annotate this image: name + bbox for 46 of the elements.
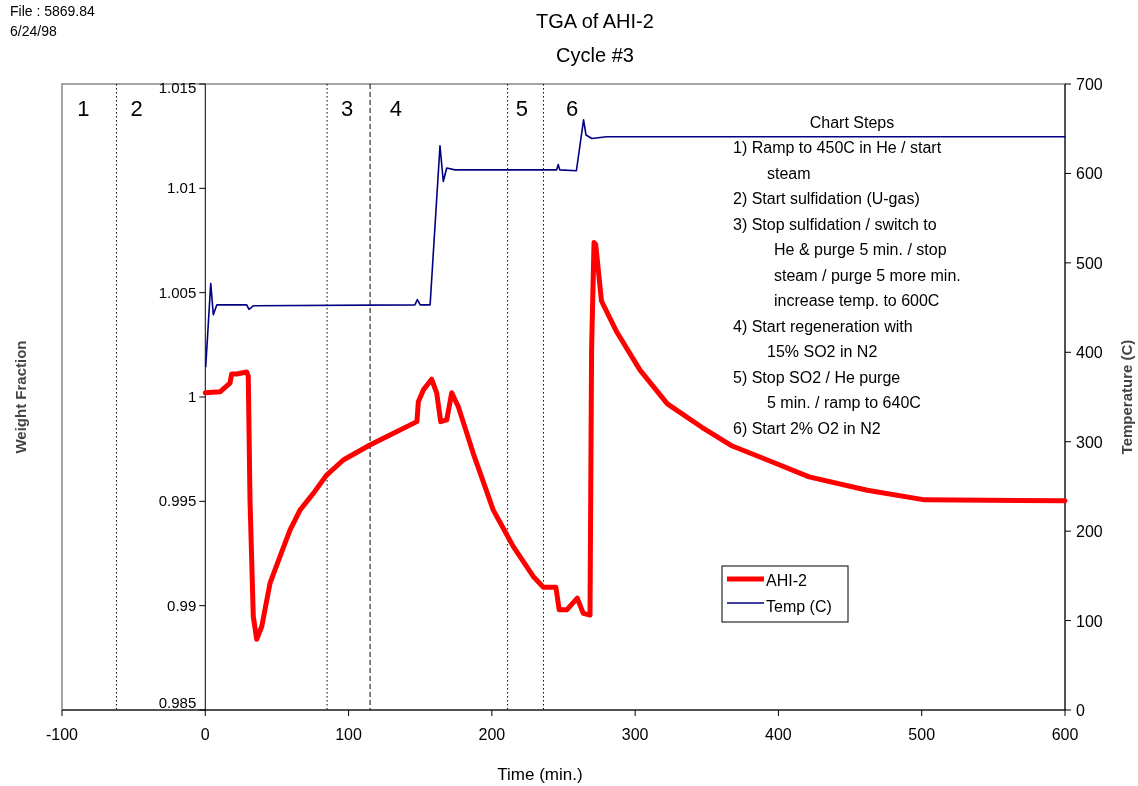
annotation: 6 bbox=[565, 96, 579, 121]
x-tick-label: 100 bbox=[335, 726, 363, 743]
annotation: Chart Steps bbox=[809, 114, 895, 131]
y2-tick-label: 200 bbox=[1076, 523, 1103, 541]
y-tick-label: 1 bbox=[187, 388, 197, 405]
chart-subtitle: Cycle #3 bbox=[556, 44, 634, 66]
y-tick-label: 1.005 bbox=[158, 283, 197, 301]
y2-tick-label: 100 bbox=[1076, 612, 1103, 630]
annotation: 1 bbox=[77, 96, 90, 121]
y-tick-label: 1.01 bbox=[167, 179, 197, 197]
y-tick-label: 1.015 bbox=[158, 79, 197, 96]
x-tick-label: 300 bbox=[621, 726, 649, 743]
y-tick-label: 0.995 bbox=[158, 492, 197, 510]
line-series bbox=[204, 118, 1066, 368]
y2-axis-title: Temperature (C) bbox=[1118, 339, 1135, 455]
annotation: 2 bbox=[130, 96, 143, 121]
annotation: 5 bbox=[515, 96, 529, 121]
x-axis-title: Time (min.) bbox=[497, 765, 583, 784]
x-tick-label: 0 bbox=[200, 726, 210, 743]
y2-tick-label: 500 bbox=[1076, 254, 1103, 272]
y2-tick-label: 600 bbox=[1076, 165, 1103, 183]
y2-tick-label: 0 bbox=[1076, 702, 1085, 719]
x-tick-label: 500 bbox=[908, 726, 936, 743]
y2-tick-label: 700 bbox=[1076, 76, 1103, 93]
annotation: 3 bbox=[341, 96, 354, 121]
x-tick-label: 600 bbox=[1051, 726, 1079, 743]
x-tick-label: 200 bbox=[478, 726, 506, 743]
annotation: 2) Start sulfidation (U-gas) bbox=[733, 190, 920, 207]
y2-tick-label: 400 bbox=[1076, 344, 1103, 362]
annotation: 6) Start 2% O2 in N2 bbox=[733, 419, 881, 437]
annotation: 4 bbox=[389, 96, 402, 121]
y-axis-title: Weight Fraction bbox=[12, 340, 29, 454]
text: File : 5869.84 bbox=[10, 3, 96, 19]
x-tick-label: -100 bbox=[45, 726, 79, 743]
text: 6/24/98 bbox=[10, 23, 57, 39]
annotation: 3) Stop sulfidation / switch to He & purge 5 min. / stop steam / purge 5 more min. increase temp. to 600C bbox=[733, 215, 961, 309]
y2-tick-label: 300 bbox=[1076, 433, 1103, 451]
annotation: 1) Ramp to 450C in He / start steam bbox=[733, 139, 942, 182]
annotation: 4) Start regeneration with 15% SO2 in N2 bbox=[733, 317, 913, 360]
x-tick-label: 400 bbox=[765, 726, 792, 743]
legend-label: AHI-2 bbox=[766, 572, 807, 589]
legend-label: Temp (C) bbox=[766, 598, 832, 615]
y-tick-label: 0.99 bbox=[167, 596, 197, 614]
annotation: 5) Stop SO2 / He purge 5 min. / ramp to 640C bbox=[733, 368, 921, 411]
chart-title: TGA of AHI-2 bbox=[536, 10, 654, 32]
y-tick-label: 0.985 bbox=[158, 694, 197, 711]
